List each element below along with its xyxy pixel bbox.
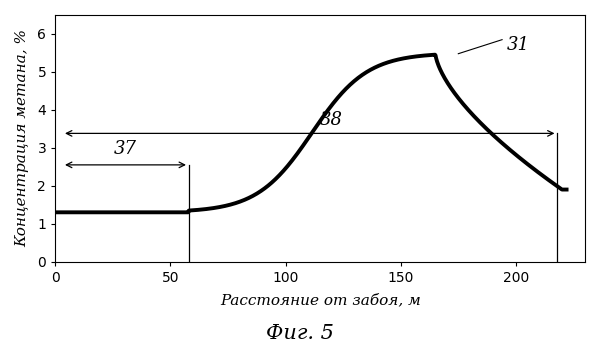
X-axis label: Расстояние от забоя, м: Расстояние от забоя, м bbox=[220, 293, 421, 307]
Text: 37: 37 bbox=[114, 140, 137, 158]
Y-axis label: Концентрация метана, %: Концентрация метана, % bbox=[15, 29, 29, 247]
Text: 38: 38 bbox=[320, 111, 343, 129]
Text: 31: 31 bbox=[506, 36, 530, 54]
Text: Фиг. 5: Фиг. 5 bbox=[266, 324, 334, 343]
